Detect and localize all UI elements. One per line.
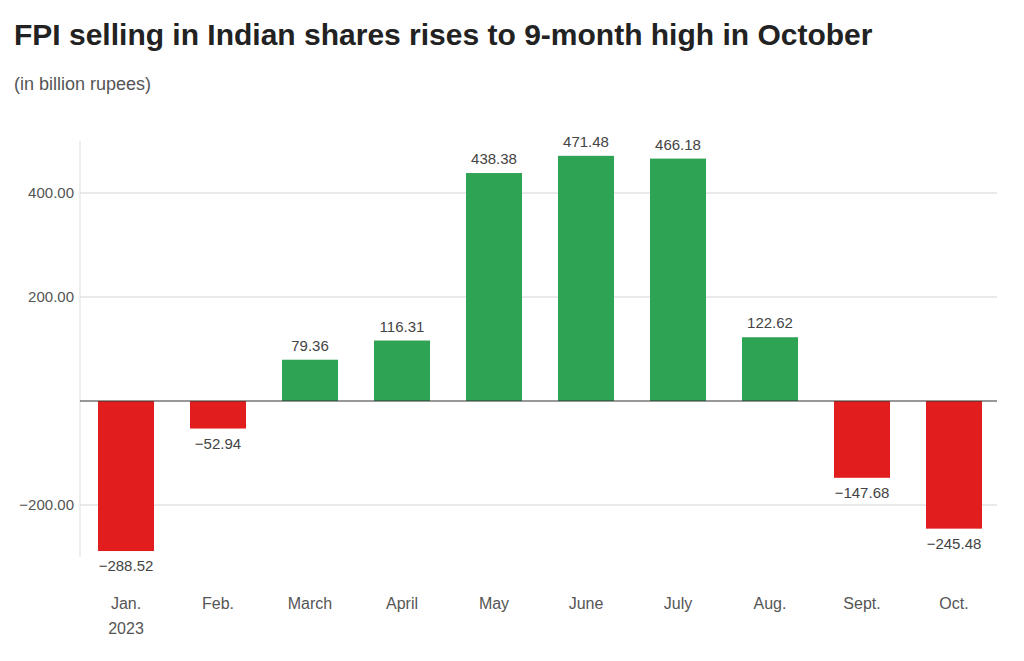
x-tick-label: June <box>569 595 604 612</box>
grid-line <box>80 505 997 506</box>
x-tick-label: Sept. <box>843 595 880 612</box>
x-tick-label-line: Feb. <box>202 595 234 612</box>
bar <box>466 173 522 401</box>
bar <box>834 401 890 478</box>
data-label: −52.94 <box>195 435 241 452</box>
grid-line <box>80 297 997 298</box>
bar <box>742 337 798 401</box>
x-tick-label-line: 2023 <box>108 620 144 637</box>
data-label: −288.52 <box>99 557 154 574</box>
chart-svg: FPI selling in Indian shares rises to 9-… <box>0 0 1024 661</box>
zero-line <box>80 400 997 401</box>
x-tick-label: May <box>479 595 509 612</box>
x-tick-label-line: July <box>664 595 692 612</box>
x-tick-label: Jan. 2023 <box>108 595 144 637</box>
bar <box>558 156 614 401</box>
x-tick-label: Feb. <box>202 595 234 612</box>
x-tick-label-line: Sept. <box>843 595 880 612</box>
y-axis-line <box>80 141 81 557</box>
data-label: 471.48 <box>563 133 609 150</box>
bar <box>98 401 154 551</box>
data-label: 122.62 <box>747 314 793 331</box>
data-label: 438.38 <box>471 150 517 167</box>
bar <box>282 360 338 401</box>
data-label: 466.18 <box>655 136 701 153</box>
x-tick-label-line: Oct. <box>939 595 968 612</box>
data-label: 116.31 <box>380 318 425 335</box>
labels: −288.52 Jan. 2023 −52.94 Feb. 79.36 March 116.3… <box>99 133 982 637</box>
x-tick-label: Aug. <box>754 595 787 612</box>
x-tick-label-line: Aug. <box>754 595 787 612</box>
x-tick-label: Oct. <box>939 595 968 612</box>
y-tick-label: 200.00 <box>28 288 74 305</box>
data-label: −245.48 <box>927 535 982 552</box>
data-label: −147.68 <box>835 484 890 501</box>
subtitle: (in billion rupees) <box>14 74 151 94</box>
x-tick-label: July <box>664 595 692 612</box>
title: FPI selling in Indian shares rises to 9-… <box>14 18 873 51</box>
x-tick-label-line: June <box>569 595 604 612</box>
bar <box>374 341 430 401</box>
bars <box>98 156 982 551</box>
grid-line <box>80 193 997 194</box>
data-label: 79.36 <box>291 337 329 354</box>
bar <box>926 401 982 529</box>
chart-root: FPI selling in Indian shares rises to 9-… <box>0 0 1024 661</box>
y-tick-label: 400.00 <box>28 184 74 201</box>
bar <box>190 401 246 429</box>
x-tick-label-line: April <box>386 595 418 612</box>
x-tick-label: March <box>288 595 332 612</box>
x-tick-label-line: March <box>288 595 332 612</box>
y-tick-label: −200.00 <box>19 496 74 513</box>
x-tick-label-line: May <box>479 595 509 612</box>
x-tick-label: April <box>386 595 418 612</box>
x-tick-label-line: Jan. <box>111 595 141 612</box>
bar <box>650 159 706 401</box>
